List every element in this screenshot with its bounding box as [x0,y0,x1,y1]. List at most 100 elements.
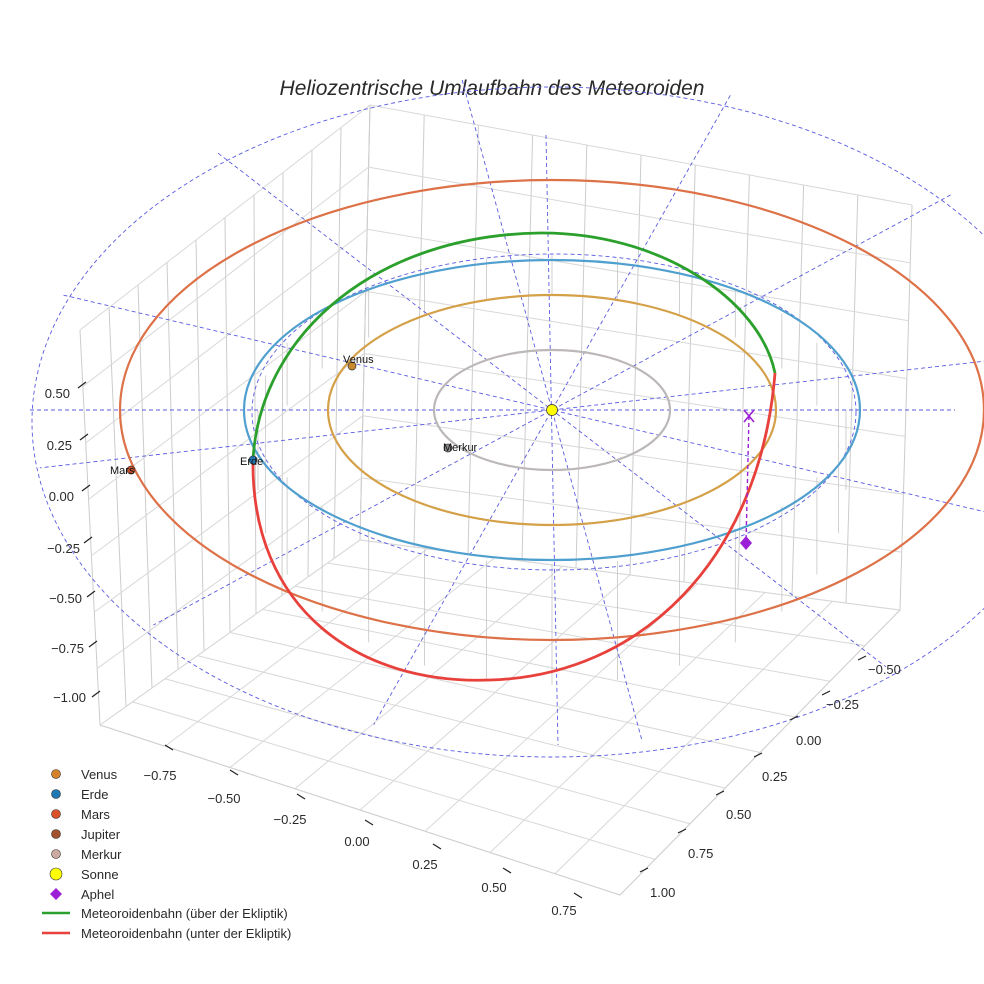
y-tick-label: 0.00 [796,733,821,748]
legend-merkur-dot [51,849,61,859]
z-tick-label: −0.75 [51,641,84,656]
floor-grid-line [229,632,761,753]
legend-item-sonne[interactable]: Sonne [49,867,119,882]
ecliptic-spoke [63,294,984,513]
legend-item-aphel[interactable]: Aphel [50,887,114,902]
x-axis-ticks: −0.75 −0.50 −0.25 0.00 0.25 0.50 0.75 [144,744,583,918]
grid-line [88,290,907,500]
z-tickmark [81,484,91,492]
grid-line [899,204,913,611]
y-tickmark [677,828,687,834]
z-tick-label: 0.25 [47,438,72,453]
orbit-merkur [432,348,672,472]
x-tickmark [502,867,512,874]
x-tickmark [573,892,583,899]
earth-reference-ellipse [251,253,857,571]
x-tick-label: −0.75 [144,768,177,783]
ecliptic-spoke [461,79,643,741]
merkur-marker [443,443,453,453]
y-tickmark [639,867,649,873]
y-tickmark [857,655,867,661]
grid-line [224,217,231,633]
legend-sonne-dot [49,867,63,881]
venus-label: Venus [343,354,374,366]
sonne-marker [546,404,558,416]
legend-label: Mars [81,807,110,822]
legend-item-mars[interactable]: Mars [51,807,111,822]
x-tick-label: 0.75 [551,903,576,918]
legend-aphel-diamond [50,888,62,900]
legend-item-erde[interactable]: Erde [51,787,109,802]
legend-item-orbit-below[interactable]: Meteoroidenbahn (unter der Ekliptik) [42,926,291,941]
legend-label: Meteoroidenbahn (über der Ekliptik) [81,906,288,921]
orbit-mars [119,178,984,642]
y-tick-label: −0.25 [826,697,859,712]
grid-line [413,114,425,548]
legend-item-orbit-above[interactable]: Meteoroidenbahn (über der Ekliptik) [42,906,288,921]
z-tick-label: 0.00 [49,489,74,504]
z-tickmark [88,640,98,648]
z-tick-label: −0.50 [49,591,82,606]
legend-item-venus[interactable]: Venus [51,767,118,782]
legend-label: Venus [81,767,118,782]
legend-erde-dot [51,789,61,799]
z-tickmark [91,690,101,698]
legend-label: Merkur [81,847,122,862]
legend-jupiter-dot [51,829,61,839]
y-tick-label: −0.50 [868,662,901,677]
merkur-label: Merkur [443,442,478,454]
y-tickmark [715,790,725,796]
z-tick-label: −1.00 [53,690,86,705]
drop-lines [257,255,847,685]
grid-line [845,194,859,604]
grid-line [737,174,750,590]
x-tick-label: 0.00 [344,834,369,849]
meteoroid-orbit-above [251,231,777,459]
legend-mars-dot [51,809,61,819]
grid-line [307,149,313,578]
z-tickmark [77,381,87,389]
grid-line [333,127,342,559]
ecliptic-spoke [153,194,951,626]
legend-label: Meteoroidenbahn (unter der Ekliptik) [81,926,291,941]
ecliptic-axis [545,134,559,746]
ecliptic-spoke [373,95,731,725]
grid-line [82,166,911,387]
grid-line [195,239,205,652]
y-tick-label: 0.75 [688,846,713,861]
erde-marker [248,455,258,465]
x-tickmark [364,819,374,826]
y-tickmark [821,690,831,696]
mars-marker [126,465,136,475]
z-tickmark [86,590,96,598]
x-tickmark [229,769,239,776]
grid-line [93,415,904,613]
legend-label: Jupiter [81,827,121,842]
legend-item-jupiter[interactable]: Jupiter [51,827,121,842]
aphel-projection-line [745,415,750,543]
aphel-projection-marker [743,409,755,423]
grid-line [79,104,913,331]
legend-label: Aphel [81,887,114,902]
z-axis-ticks: 0.50 0.25 0.00 −0.25 −0.50 −0.75 −1.00 [45,381,101,705]
aphel-marker [740,536,752,550]
grid-line [108,307,127,707]
floor-grid-line [262,608,796,718]
x-tick-label: 0.50 [481,880,506,895]
floor-grid-line [424,583,698,832]
legend: Venus Erde Mars Jupiter Merkur Sonne Aph… [42,767,291,941]
floor-edge [99,609,901,896]
floor-grid-line [489,592,766,853]
floor-grid-line [294,585,831,682]
chart-title: Heliozentrische Umlaufbahn des Meteoroid… [280,77,705,100]
legend-venus-dot [51,769,61,779]
z-tickmark [83,536,93,544]
orbit-venus [326,293,778,527]
grid-line [791,184,805,597]
grid-line [467,124,479,555]
legend-item-merkur[interactable]: Merkur [51,847,123,862]
z-tickmark [79,433,89,441]
grid-line [359,104,371,541]
